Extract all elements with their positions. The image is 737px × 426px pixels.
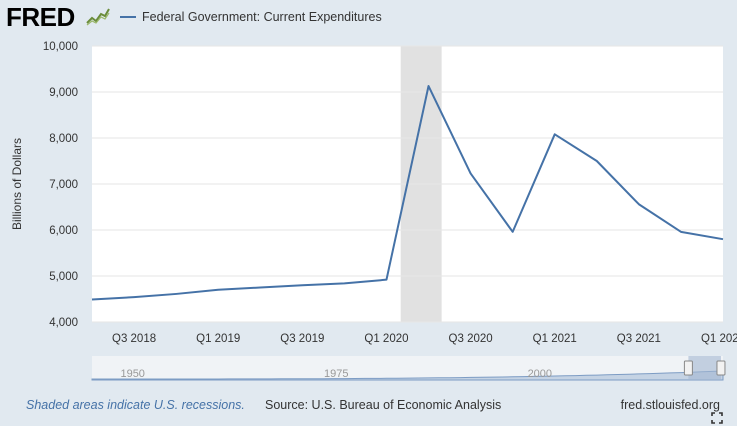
- legend-series-label: Federal Government: Current Expenditures: [142, 10, 382, 24]
- y-axis-label: Billions of Dollars: [10, 138, 24, 230]
- x-tick-label: Q3 2020: [449, 333, 493, 345]
- line-chart-icon: [86, 6, 110, 26]
- y-tick-label: 10,000: [43, 41, 78, 53]
- chart-legend: Federal Government: Current Expenditures: [120, 10, 382, 24]
- navigator-year-label: 1975: [324, 368, 348, 380]
- x-tick-label: Q3 2018: [112, 333, 156, 345]
- x-tick-label: Q3 2019: [280, 333, 324, 345]
- navigator-handle-left[interactable]: [683, 360, 693, 376]
- x-tick-label: Q1 2020: [364, 333, 408, 345]
- navigator-handle-right[interactable]: [716, 360, 726, 376]
- y-tick-label: 7,000: [49, 179, 78, 191]
- y-tick-label: 6,000: [49, 225, 78, 237]
- recession-note: Shaded areas indicate U.S. recessions.: [26, 398, 245, 412]
- navigator-year-label: 2000: [528, 368, 552, 380]
- legend-line-swatch: [120, 16, 136, 18]
- chart-header: FRED Federal Government: Current Expendi…: [0, 0, 737, 36]
- y-tick-label: 5,000: [49, 271, 78, 283]
- x-tick-label: Q1 2019: [196, 333, 240, 345]
- x-tick-label: Q3 2021: [617, 333, 661, 345]
- y-tick-label: 8,000: [49, 133, 78, 145]
- fred-logo[interactable]: FRED: [6, 2, 75, 32]
- series-line: [91, 85, 724, 301]
- navigator-selection[interactable]: [688, 356, 721, 380]
- source-text: Source: U.S. Bureau of Economic Analysis: [265, 398, 502, 412]
- x-tick-label: Q1 2021: [533, 333, 577, 345]
- y-tick-label: 4,000: [49, 317, 78, 329]
- navigator-area: [91, 370, 724, 381]
- y-tick-label: 9,000: [49, 87, 78, 99]
- site-link[interactable]: fred.stlouisfed.org: [620, 398, 720, 412]
- navigator-year-label: 1950: [120, 368, 144, 380]
- fullscreen-icon[interactable]: [711, 412, 723, 424]
- x-tick-label: Q1 2022: [701, 333, 737, 345]
